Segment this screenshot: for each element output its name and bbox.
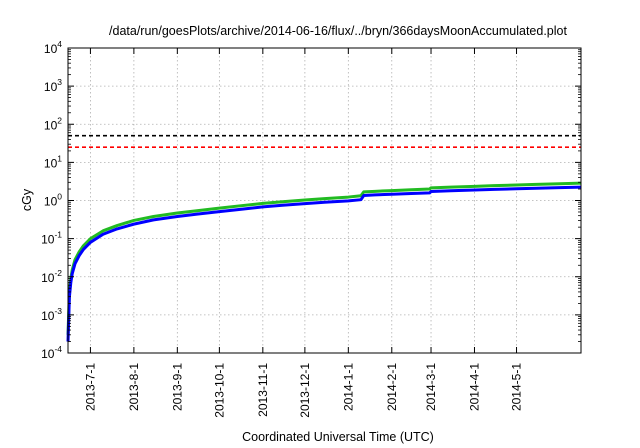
threshold-lines <box>68 134 581 149</box>
x-tick-label: 2013-9-1 <box>170 363 184 411</box>
grid <box>68 48 581 353</box>
x-tick-label: 2014-3-1 <box>424 363 438 411</box>
x-tick-labels: 2013-7-1 2013-8-1 2013-9-1 2013-10-1 2013-11… <box>83 363 523 418</box>
y-tick-label: 10-4 <box>41 344 62 361</box>
y-axis-label: cGy <box>20 188 34 211</box>
series-lines <box>66 181 582 342</box>
x-axis-label: Coordinated Universal Time (UTC) <box>242 430 434 444</box>
y-tick-labels: 10-4 10-3 10-2 10-1 100 101 102 103 104 <box>41 39 62 361</box>
chart-title: /data/run/goesPlots/archive/2014-06-16/f… <box>109 24 567 38</box>
x-tick-label: 2014-4-1 <box>467 363 481 411</box>
y-tick-label: 101 <box>44 153 62 170</box>
x-tick-label: 2014-5-1 <box>510 363 524 411</box>
y-tick-label: 10-1 <box>41 230 62 247</box>
y-tick-label: 10-2 <box>41 268 62 285</box>
series-line <box>66 181 582 335</box>
axis-ticks <box>68 47 581 354</box>
y-tick-label: 102 <box>44 115 62 132</box>
y-tick-label: 104 <box>44 39 62 56</box>
x-tick-label: 2013-7-1 <box>83 363 97 411</box>
x-tick-label: 2013-12-1 <box>298 363 312 418</box>
y-tick-label: 10-3 <box>41 306 62 323</box>
x-tick-label: 2014-2-1 <box>385 363 399 411</box>
x-tick-label: 2013-8-1 <box>127 363 141 411</box>
y-tick-label: 103 <box>44 77 62 94</box>
y-tick-label: 100 <box>44 192 62 209</box>
x-tick-label: 2013-11-1 <box>256 363 270 417</box>
x-tick-label: 2014-1-1 <box>341 363 355 411</box>
x-tick-label: 2013-10-1 <box>212 363 226 418</box>
series-line <box>66 185 582 342</box>
